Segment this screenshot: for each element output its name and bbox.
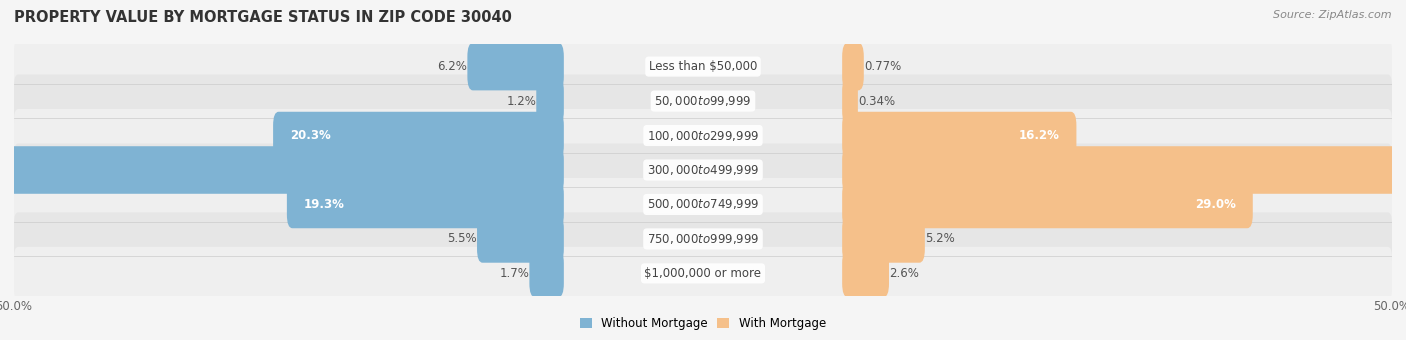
FancyBboxPatch shape xyxy=(14,109,1392,162)
Text: 1.7%: 1.7% xyxy=(499,267,530,280)
Text: Less than $50,000: Less than $50,000 xyxy=(648,60,758,73)
FancyBboxPatch shape xyxy=(536,77,564,125)
Text: 0.77%: 0.77% xyxy=(863,60,901,73)
FancyBboxPatch shape xyxy=(0,146,564,194)
Legend: Without Mortgage, With Mortgage: Without Mortgage, With Mortgage xyxy=(575,313,831,335)
FancyBboxPatch shape xyxy=(14,143,1392,197)
Text: 1.2%: 1.2% xyxy=(506,95,536,107)
FancyBboxPatch shape xyxy=(14,212,1392,266)
Text: $50,000 to $99,999: $50,000 to $99,999 xyxy=(654,94,752,108)
FancyBboxPatch shape xyxy=(842,215,925,263)
FancyBboxPatch shape xyxy=(842,181,1253,228)
FancyBboxPatch shape xyxy=(842,112,1077,159)
FancyBboxPatch shape xyxy=(530,250,564,297)
Text: $100,000 to $299,999: $100,000 to $299,999 xyxy=(647,129,759,142)
Text: 0.34%: 0.34% xyxy=(858,95,896,107)
Text: $300,000 to $499,999: $300,000 to $499,999 xyxy=(647,163,759,177)
Text: $750,000 to $999,999: $750,000 to $999,999 xyxy=(647,232,759,246)
FancyBboxPatch shape xyxy=(287,181,564,228)
FancyBboxPatch shape xyxy=(842,43,863,90)
Text: 5.5%: 5.5% xyxy=(447,233,477,245)
Text: 16.2%: 16.2% xyxy=(1019,129,1060,142)
FancyBboxPatch shape xyxy=(273,112,564,159)
FancyBboxPatch shape xyxy=(477,215,564,263)
Text: Source: ZipAtlas.com: Source: ZipAtlas.com xyxy=(1274,10,1392,20)
Text: $500,000 to $749,999: $500,000 to $749,999 xyxy=(647,198,759,211)
Text: 5.2%: 5.2% xyxy=(925,233,955,245)
FancyBboxPatch shape xyxy=(842,250,889,297)
FancyBboxPatch shape xyxy=(467,43,564,90)
Text: PROPERTY VALUE BY MORTGAGE STATUS IN ZIP CODE 30040: PROPERTY VALUE BY MORTGAGE STATUS IN ZIP… xyxy=(14,10,512,25)
Text: 29.0%: 29.0% xyxy=(1195,198,1236,211)
Text: 19.3%: 19.3% xyxy=(304,198,344,211)
FancyBboxPatch shape xyxy=(14,247,1392,300)
FancyBboxPatch shape xyxy=(14,74,1392,128)
FancyBboxPatch shape xyxy=(842,77,858,125)
Text: 20.3%: 20.3% xyxy=(290,129,330,142)
FancyBboxPatch shape xyxy=(14,178,1392,231)
FancyBboxPatch shape xyxy=(842,146,1406,194)
FancyBboxPatch shape xyxy=(14,40,1392,93)
Text: 2.6%: 2.6% xyxy=(889,267,920,280)
Text: 6.2%: 6.2% xyxy=(437,60,467,73)
Text: $1,000,000 or more: $1,000,000 or more xyxy=(644,267,762,280)
